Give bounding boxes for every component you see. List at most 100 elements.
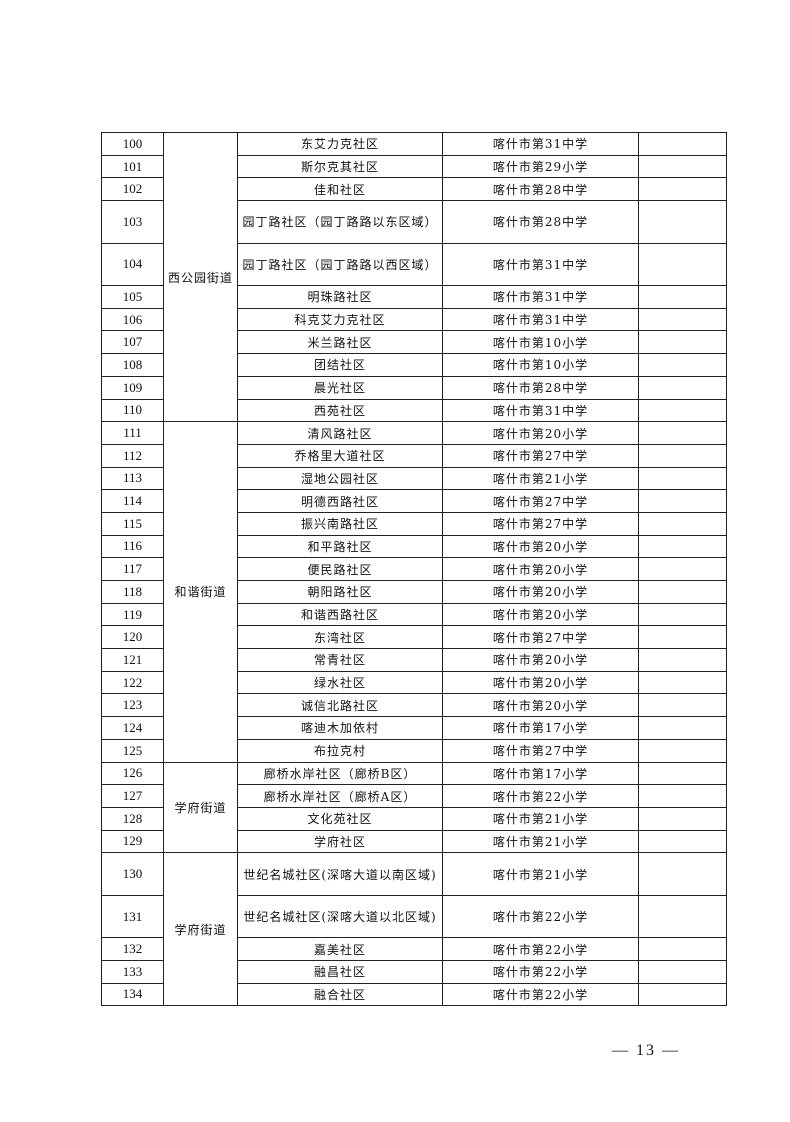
remarks-cell bbox=[638, 806, 727, 831]
street-cell: 学府街道 bbox=[163, 761, 238, 854]
remarks-cell bbox=[638, 154, 727, 179]
remarks-cell bbox=[638, 330, 727, 355]
school-cell: 喀什市第22小学 bbox=[442, 959, 639, 984]
community-cell: 园丁路社区（园丁路路以东区域） bbox=[237, 200, 443, 244]
community-cell: 文化苑社区 bbox=[237, 806, 443, 831]
remarks-cell bbox=[638, 511, 727, 536]
community-cell: 园丁路社区（园丁路路以西区域） bbox=[237, 242, 443, 287]
remarks-cell bbox=[638, 307, 727, 332]
school-cell: 喀什市第20小学 bbox=[442, 670, 639, 695]
community-cell: 和平路社区 bbox=[237, 534, 443, 559]
community-cell: 佳和社区 bbox=[237, 177, 443, 202]
table-row: 118 朝阳路社区 喀什市第20小学 bbox=[101, 580, 727, 604]
remarks-cell bbox=[638, 670, 727, 695]
community-cell: 廊桥水岸社区（廊桥A区） bbox=[237, 784, 443, 808]
remarks-cell bbox=[638, 200, 727, 244]
school-cell: 喀什市第20小学 bbox=[442, 580, 639, 604]
school-cell: 喀什市第20小学 bbox=[442, 648, 639, 672]
community-cell: 东艾力克社区 bbox=[237, 132, 443, 156]
table-row: 124 喀迪木加依村 喀什市第17小学 bbox=[101, 716, 727, 740]
table-row: 117 便民路社区 喀什市第20小学 bbox=[101, 557, 727, 581]
school-cell: 喀什市第22小学 bbox=[442, 982, 639, 1007]
community-cell: 便民路社区 bbox=[237, 557, 443, 581]
community-cell: 学府社区 bbox=[237, 829, 443, 854]
table-row: 123 诚信北路社区 喀什市第20小学 bbox=[101, 693, 727, 718]
remarks-cell bbox=[638, 557, 727, 581]
remarks-cell bbox=[638, 132, 727, 156]
school-cell: 喀什市第21小学 bbox=[442, 829, 639, 854]
remarks-cell bbox=[638, 648, 727, 672]
row-number: 100 bbox=[101, 132, 164, 156]
remarks-cell bbox=[638, 534, 727, 559]
row-number: 124 bbox=[101, 716, 164, 740]
community-cell: 东湾社区 bbox=[237, 625, 443, 650]
school-cell: 喀什市第10小学 bbox=[442, 330, 639, 355]
remarks-cell bbox=[638, 784, 727, 808]
row-number: 133 bbox=[101, 959, 164, 984]
school-cell: 喀什市第31中学 bbox=[442, 307, 639, 332]
remarks-cell bbox=[638, 894, 727, 939]
table-row: 129 学府社区 喀什市第21小学 bbox=[101, 829, 727, 854]
school-cell: 喀什市第28中学 bbox=[442, 177, 639, 202]
row-number: 119 bbox=[101, 602, 164, 627]
remarks-cell bbox=[638, 829, 727, 854]
table-row: 128 文化苑社区 喀什市第21小学 bbox=[101, 806, 727, 831]
remarks-cell bbox=[638, 602, 727, 627]
remarks-cell bbox=[638, 982, 727, 1007]
school-cell: 喀什市第10小学 bbox=[442, 353, 639, 377]
row-number: 131 bbox=[101, 894, 164, 939]
row-number: 125 bbox=[101, 738, 164, 763]
row-number: 106 bbox=[101, 307, 164, 332]
school-cell: 喀什市第28中学 bbox=[442, 200, 639, 244]
community-cell: 喀迪木加依村 bbox=[237, 716, 443, 740]
remarks-cell bbox=[638, 466, 727, 491]
table-row: 107 米兰路社区 喀什市第10小学 bbox=[101, 330, 727, 355]
row-number: 115 bbox=[101, 511, 164, 536]
school-cell: 喀什市第21小学 bbox=[442, 852, 639, 896]
remarks-cell bbox=[638, 375, 727, 400]
row-number: 108 bbox=[101, 353, 164, 377]
school-cell: 喀什市第20小学 bbox=[442, 557, 639, 581]
street-cell: 学府街道 bbox=[163, 852, 238, 1007]
row-number: 110 bbox=[101, 398, 164, 423]
row-number: 120 bbox=[101, 625, 164, 650]
row-number: 134 bbox=[101, 982, 164, 1007]
row-number: 118 bbox=[101, 580, 164, 604]
school-cell: 喀什市第28中学 bbox=[442, 375, 639, 400]
row-number: 116 bbox=[101, 534, 164, 559]
page-number: — 13 — bbox=[612, 1042, 680, 1059]
row-number: 103 bbox=[101, 200, 164, 244]
community-cell: 融合社区 bbox=[237, 982, 443, 1007]
community-cell: 斯尔克其社区 bbox=[237, 154, 443, 179]
community-cell: 朝阳路社区 bbox=[237, 580, 443, 604]
remarks-cell bbox=[638, 959, 727, 984]
school-cell: 喀什市第21小学 bbox=[442, 466, 639, 491]
remarks-cell bbox=[638, 852, 727, 896]
school-cell: 喀什市第27中学 bbox=[442, 738, 639, 763]
school-cell: 喀什市第20小学 bbox=[442, 602, 639, 627]
table-row: 111 和谐街道 清风路社区 喀什市第20小学 bbox=[101, 421, 727, 763]
school-cell: 喀什市第20小学 bbox=[442, 534, 639, 559]
row-number: 101 bbox=[101, 154, 164, 179]
row-number: 111 bbox=[101, 421, 164, 445]
remarks-cell bbox=[638, 353, 727, 377]
remarks-cell bbox=[638, 937, 727, 961]
row-number: 112 bbox=[101, 443, 164, 468]
row-number: 113 bbox=[101, 466, 164, 491]
table-row: 119 和谐西路社区 喀什市第20小学 bbox=[101, 602, 727, 627]
row-number: 127 bbox=[101, 784, 164, 808]
school-cell: 喀什市第21小学 bbox=[442, 806, 639, 831]
remarks-cell bbox=[638, 489, 727, 513]
row-number: 130 bbox=[101, 852, 164, 896]
school-cell: 喀什市第27中学 bbox=[442, 511, 639, 536]
community-cell: 诚信北路社区 bbox=[237, 693, 443, 718]
school-cell: 喀什市第27中学 bbox=[442, 443, 639, 468]
community-cell: 明珠路社区 bbox=[237, 285, 443, 309]
community-cell: 清风路社区 bbox=[237, 421, 443, 445]
school-cell: 喀什市第29小学 bbox=[442, 154, 639, 179]
school-cell: 喀什市第22小学 bbox=[442, 894, 639, 939]
school-cell: 喀什市第20小学 bbox=[442, 693, 639, 718]
remarks-cell bbox=[638, 242, 727, 287]
table-row: 127 廊桥水岸社区（廊桥A区） 喀什市第22小学 bbox=[101, 784, 727, 808]
community-cell: 和谐西路社区 bbox=[237, 602, 443, 627]
